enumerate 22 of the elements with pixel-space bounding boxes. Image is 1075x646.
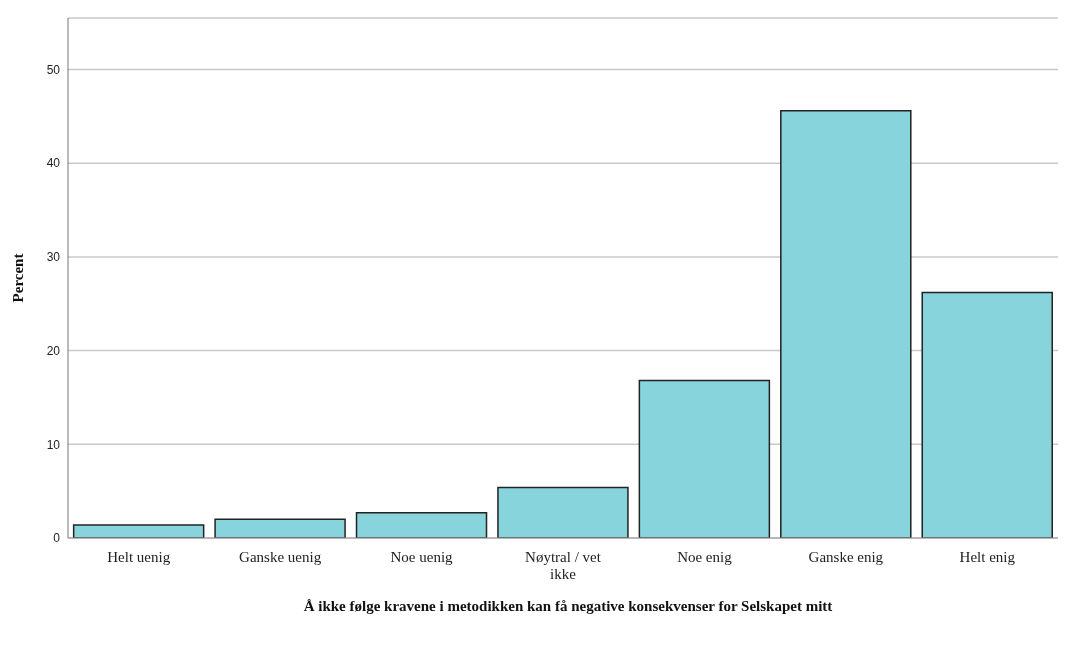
bar [921, 291, 1053, 538]
x-tick-label: Helt uenig [107, 549, 171, 565]
y-tick-label: 20 [46, 343, 61, 358]
bar [355, 511, 488, 538]
x-tick-label: Ganske enig [808, 549, 884, 565]
y-tick-label: 10 [46, 437, 61, 452]
bar [214, 518, 346, 538]
x-tick-label: Ganske uenig [239, 549, 322, 565]
x-tick-label: Noe enig [677, 549, 733, 565]
bar [497, 486, 629, 538]
x-tick-label: Nøytral / vet ikke [525, 549, 602, 582]
bar [638, 379, 771, 538]
y-tick-label: 40 [46, 156, 61, 171]
bar [72, 524, 205, 538]
x-axis-title: Å ikke følge kravene i metodikken kan få negative konsekvenser for Selskapet mitt [302, 598, 834, 615]
y-tick-label: 30 [46, 250, 61, 265]
y-axis-title: Percent [10, 253, 27, 303]
y-tick-label: 50 [46, 62, 61, 77]
x-tick-label: Noe uenig [390, 549, 454, 565]
x-tick-label: Helt enig [959, 549, 1016, 565]
bar [780, 110, 912, 538]
y-tick-label: 0 [53, 531, 61, 546]
